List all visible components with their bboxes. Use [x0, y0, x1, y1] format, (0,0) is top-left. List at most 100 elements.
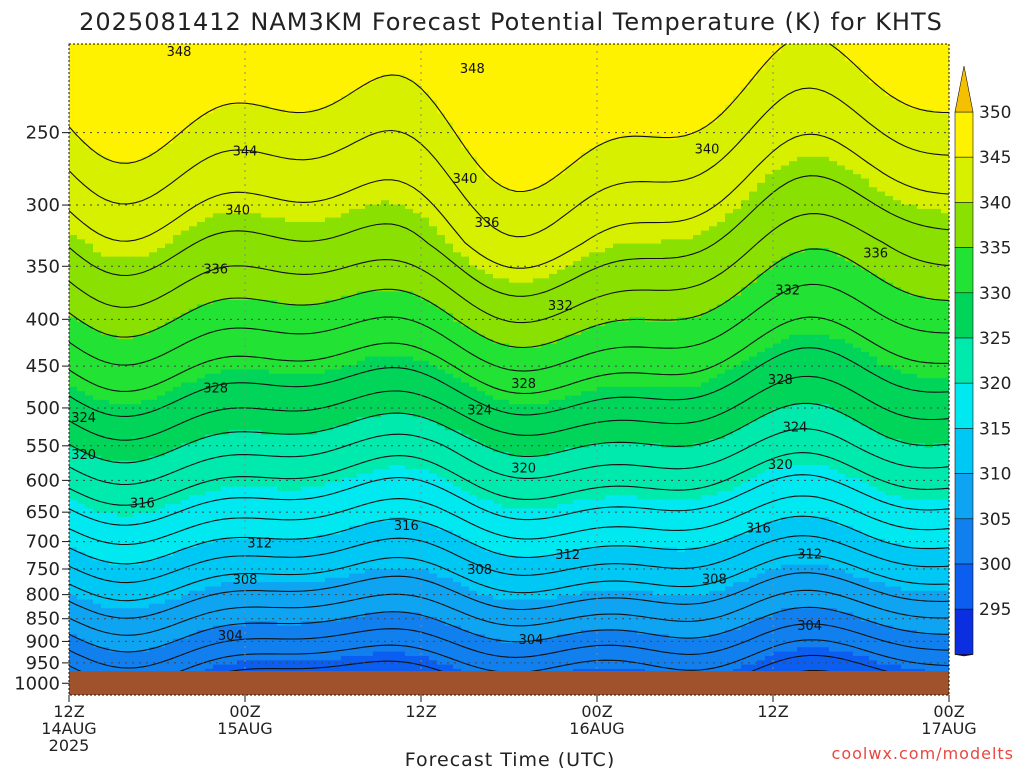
- theta-cell: [325, 226, 334, 232]
- theta-cell: [933, 104, 942, 110]
- theta-cell: [173, 239, 182, 245]
- theta-cell: [245, 178, 254, 184]
- theta-cell: [829, 200, 838, 206]
- theta-cell: [485, 117, 494, 123]
- theta-cell: [701, 178, 710, 184]
- theta-cell: [165, 52, 174, 58]
- theta-cell: [581, 182, 590, 188]
- theta-cell: [877, 200, 886, 206]
- theta-cell: [765, 221, 774, 227]
- theta-cell: [821, 100, 830, 106]
- theta-cell: [245, 143, 254, 149]
- theta-cell: [757, 44, 766, 49]
- theta-cell: [805, 226, 814, 232]
- theta-cell: [205, 148, 214, 154]
- theta-cell: [221, 208, 230, 214]
- theta-cell: [557, 122, 566, 128]
- theta-cell: [405, 230, 414, 236]
- theta-cell: [509, 83, 518, 88]
- theta-cell: [333, 178, 342, 184]
- theta-cell: [893, 48, 902, 54]
- theta-cell: [445, 83, 454, 88]
- theta-cell: [845, 195, 854, 201]
- theta-cell: [925, 91, 934, 97]
- theta-cell: [733, 96, 742, 102]
- theta-cell: [381, 234, 390, 240]
- theta-cell: [197, 74, 206, 80]
- theta-cell: [485, 226, 494, 232]
- theta-cell: [317, 178, 326, 184]
- theta-cell: [701, 87, 710, 93]
- theta-cell: [269, 104, 278, 110]
- theta-cell: [533, 91, 542, 97]
- theta-cell: [277, 135, 286, 141]
- theta-cell: [541, 217, 550, 223]
- theta-cell: [357, 78, 366, 84]
- theta-cell: [69, 126, 78, 132]
- theta-cell: [285, 174, 294, 180]
- theta-cell: [341, 74, 350, 80]
- theta-cell: [477, 91, 486, 97]
- theta-cell: [525, 44, 534, 49]
- theta-cell: [293, 130, 302, 136]
- theta-cell: [749, 78, 758, 84]
- theta-cell: [85, 230, 94, 236]
- theta-cell: [901, 100, 910, 106]
- theta-cell: [901, 87, 910, 93]
- theta-cell: [685, 161, 694, 167]
- theta-cell: [653, 126, 662, 132]
- theta-cell: [861, 57, 870, 62]
- theta-cell: [749, 61, 758, 67]
- theta-cell: [133, 130, 142, 136]
- theta-cell: [381, 156, 390, 162]
- theta-cell: [429, 87, 438, 93]
- theta-cell: [629, 204, 638, 210]
- theta-cell: [661, 152, 670, 158]
- theta-cell: [829, 234, 838, 240]
- theta-cell: [493, 126, 502, 132]
- theta-cell: [341, 178, 350, 184]
- theta-cell: [821, 122, 830, 128]
- theta-cell: [725, 174, 734, 180]
- theta-cell: [557, 178, 566, 184]
- theta-cell: [933, 148, 942, 154]
- theta-cell: [653, 113, 662, 119]
- theta-cell: [197, 44, 206, 49]
- theta-cell: [453, 195, 462, 201]
- theta-cell: [173, 83, 182, 88]
- theta-cell: [117, 169, 126, 175]
- theta-cell: [373, 213, 382, 219]
- theta-cell: [365, 152, 374, 158]
- theta-cell: [925, 187, 934, 193]
- theta-cell: [685, 44, 694, 49]
- theta-cell: [213, 195, 222, 201]
- theta-cell: [565, 44, 574, 49]
- theta-cell: [837, 191, 846, 197]
- theta-cell: [77, 57, 86, 62]
- theta-cell: [189, 135, 198, 141]
- theta-cell: [693, 187, 702, 193]
- theta-cell: [797, 195, 806, 201]
- theta-cell: [381, 117, 390, 123]
- theta-cell: [341, 234, 350, 240]
- theta-cell: [77, 195, 86, 201]
- theta-cell: [357, 91, 366, 97]
- theta-cell: [605, 234, 614, 240]
- theta-cell: [293, 48, 302, 54]
- theta-cell: [349, 161, 358, 167]
- theta-cell: [805, 100, 814, 106]
- theta-cell: [925, 139, 934, 145]
- theta-cell: [885, 191, 894, 197]
- theta-cell: [253, 100, 262, 106]
- theta-cell: [277, 65, 286, 71]
- theta-cell: [189, 113, 198, 119]
- theta-cell: [829, 87, 838, 93]
- theta-cell: [733, 122, 742, 128]
- theta-cell: [549, 152, 558, 158]
- theta-cell: [245, 100, 254, 106]
- theta-cell: [405, 169, 414, 175]
- theta-cell: [373, 200, 382, 206]
- theta-cell: [333, 126, 342, 132]
- theta-cell: [725, 113, 734, 119]
- theta-cell: [397, 48, 406, 54]
